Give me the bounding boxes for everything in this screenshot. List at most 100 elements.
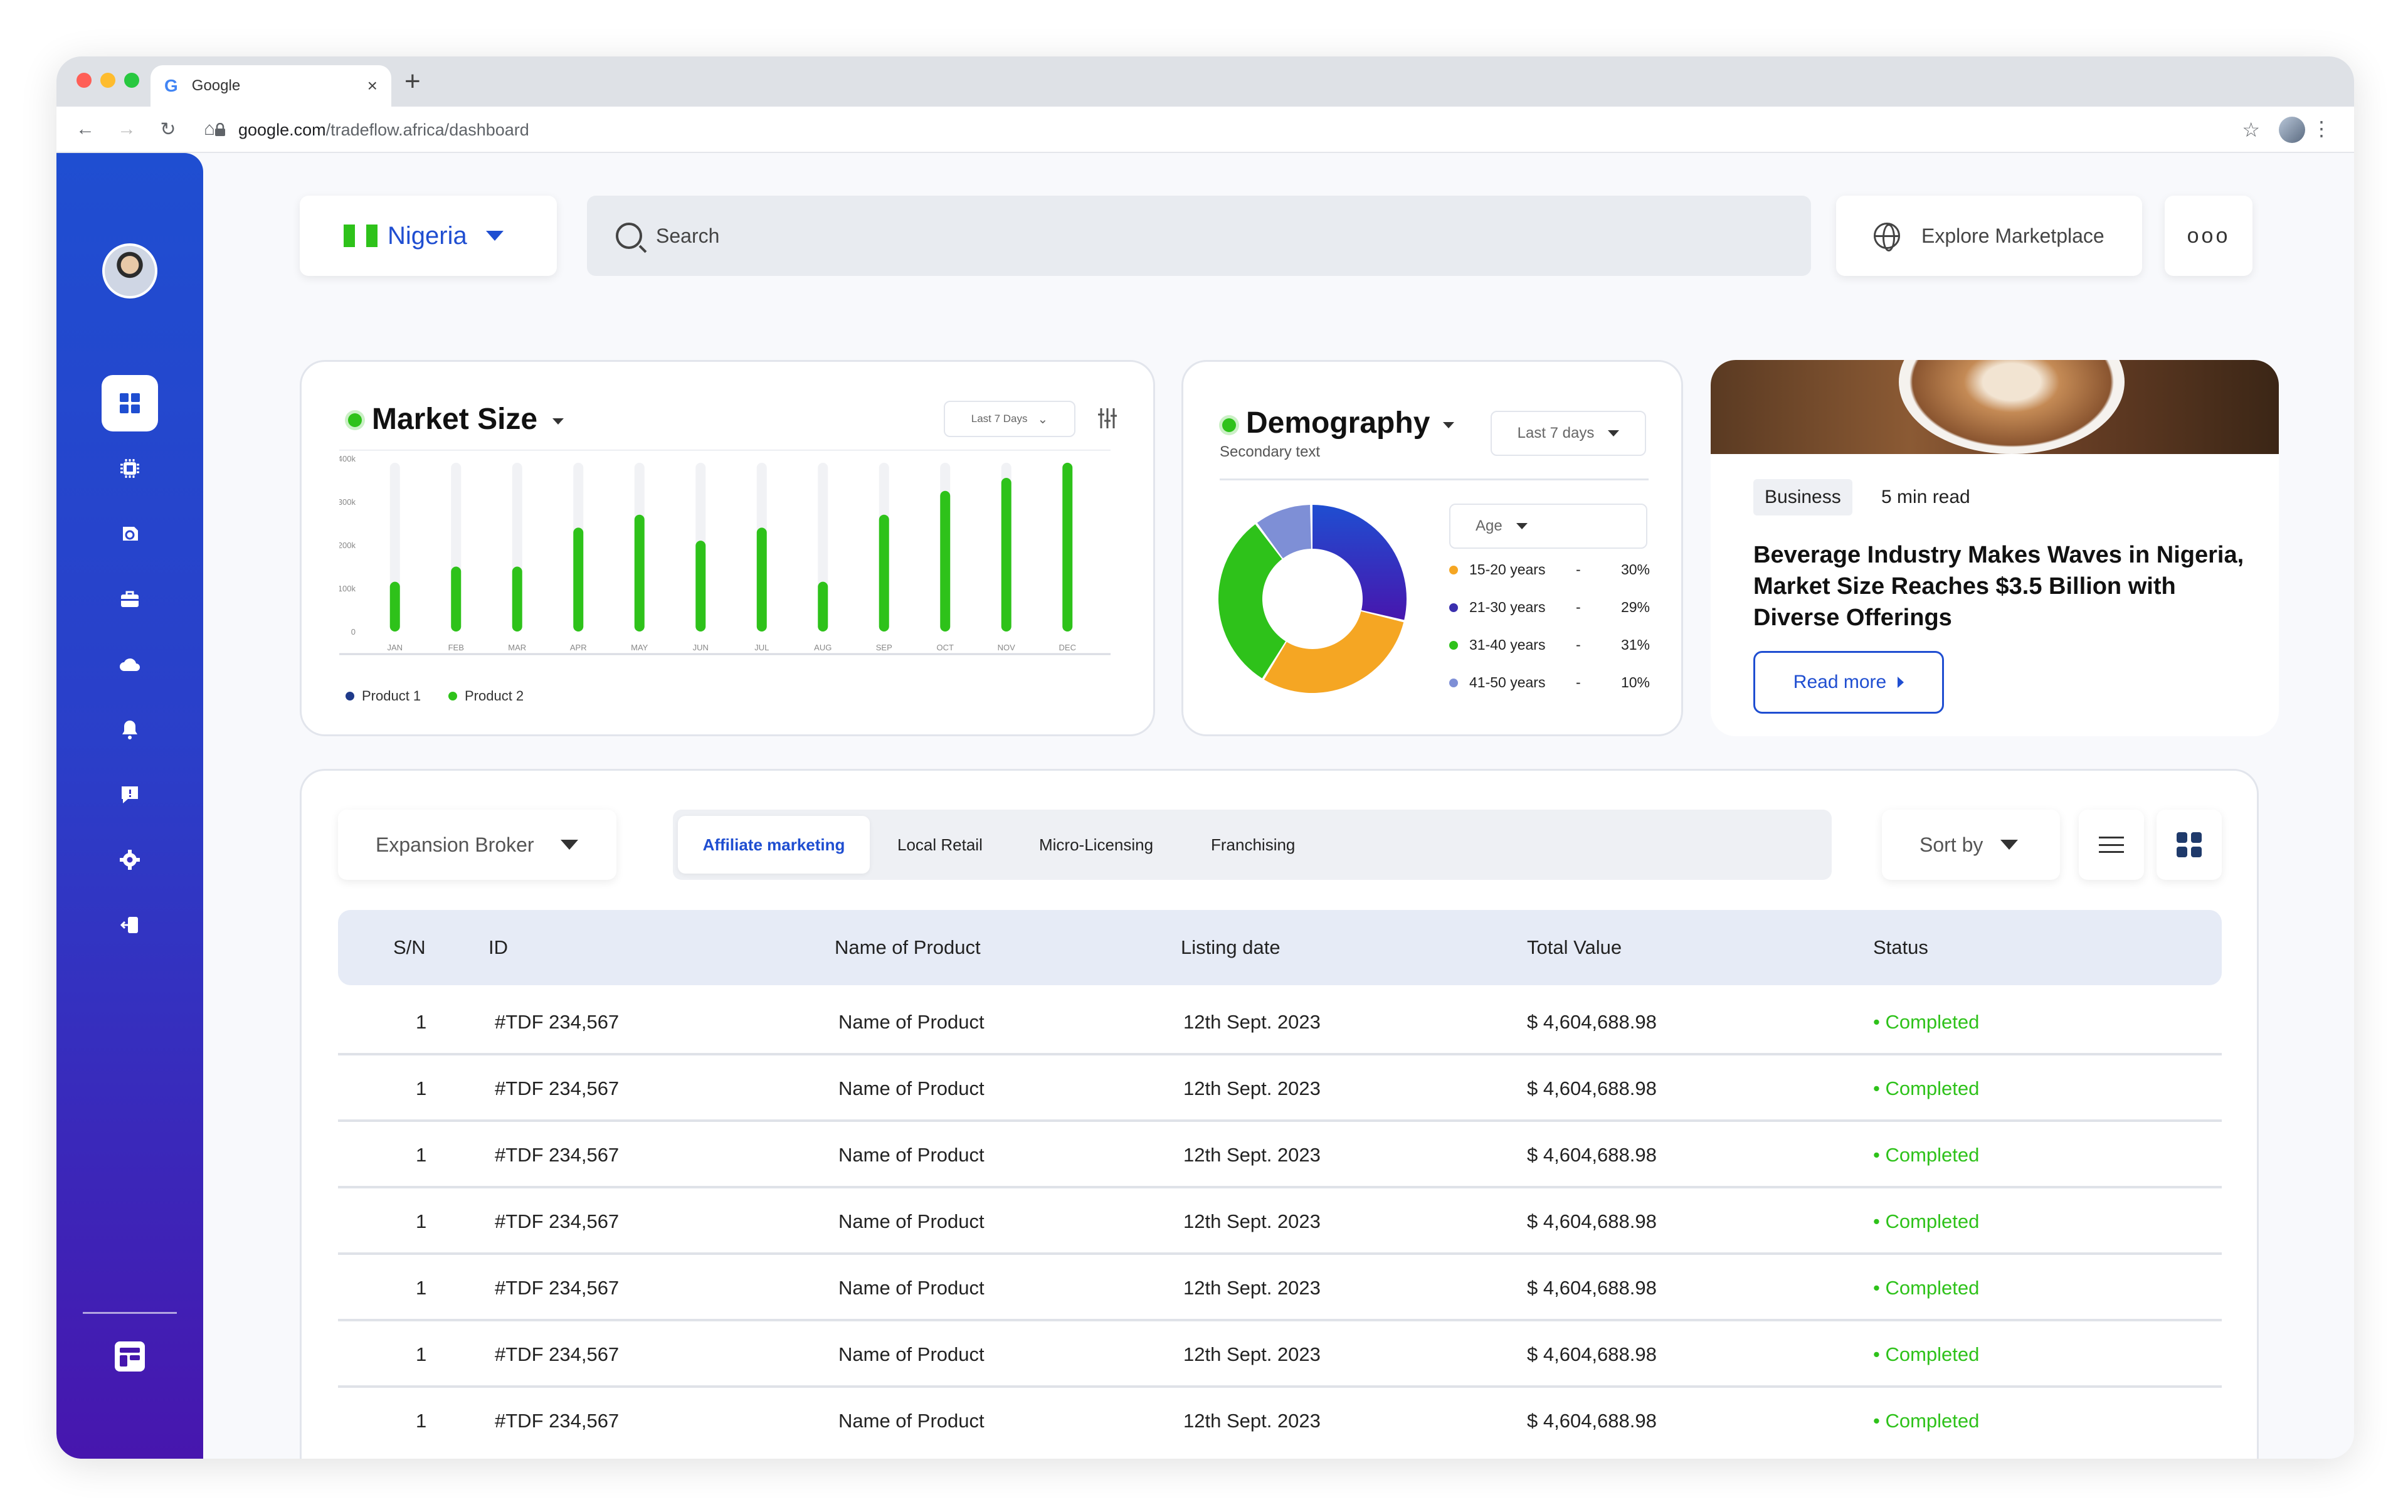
bell-icon[interactable] [114, 714, 145, 745]
bar-product-2 [695, 541, 706, 632]
explore-marketplace-label: Explore Marketplace [1921, 224, 2104, 247]
cell-sn: 1 [416, 1144, 427, 1166]
table-row[interactable]: 1 #TDF 234,567 Name of Product 12th Sept. 2… [338, 989, 2222, 1055]
bar-product-2 [756, 527, 767, 632]
settings-icon[interactable] [114, 844, 145, 875]
main-content: Nigeria Search Explore Marketplace ooo M… [203, 153, 2354, 1459]
logout-icon[interactable] [114, 909, 145, 941]
store-icon[interactable] [112, 1338, 148, 1375]
expansion-broker-select[interactable]: Expansion Broker [338, 810, 616, 880]
legend-dash: - [1576, 637, 1581, 653]
x-tick-label: JAN [387, 643, 403, 652]
demography-donut-chart [1218, 505, 1407, 693]
address-bar[interactable]: google.com/tradeflow.africa/dashboard [213, 107, 2324, 153]
legend-label: Product 1 [362, 688, 421, 704]
legend-percent: 31% [1620, 637, 1650, 653]
cell-id: #TDF 234,567 [495, 1410, 620, 1432]
tab-franchising[interactable]: Franchising [1211, 835, 1296, 854]
cell-name: Name of Product [838, 1144, 985, 1166]
divider [1220, 478, 1649, 480]
forward-icon[interactable]: → [117, 119, 136, 139]
search-input[interactable]: Search [656, 224, 720, 247]
briefcase-icon[interactable] [114, 583, 145, 615]
cell-status: • Completed [1873, 1011, 1980, 1033]
cell-status: • Completed [1873, 1077, 1980, 1099]
table-row[interactable]: 1 #TDF 234,567 Name of Product 12th Sept. 2… [338, 1122, 2222, 1188]
more-options-button[interactable]: ooo [2165, 196, 2252, 276]
grid-view-button[interactable] [2157, 810, 2222, 880]
close-window-button[interactable] [77, 73, 92, 88]
chevron-down-icon [560, 840, 578, 850]
tab-local-retail[interactable]: Local Retail [897, 835, 983, 854]
y-tick-label: 100k [339, 584, 356, 593]
grid-icon [2177, 832, 2202, 857]
user-avatar[interactable] [102, 243, 157, 299]
cell-status: • Completed [1873, 1343, 1980, 1365]
reload-icon[interactable]: ↻ [160, 119, 176, 140]
legend-product-1: Product 1 [346, 688, 421, 704]
cell-id: #TDF 234,567 [495, 1343, 620, 1365]
legend-dash: - [1576, 674, 1581, 690]
google-icon: G [164, 76, 178, 95]
y-tick-label: 300k [339, 497, 356, 507]
cloud-icon[interactable] [114, 648, 145, 680]
cell-date: 12th Sept. 2023 [1183, 1343, 1321, 1365]
bar-product-2 [451, 566, 462, 632]
market-period-select[interactable]: Last 7 Days ⌄ [944, 401, 1075, 437]
explore-marketplace-button[interactable]: Explore Marketplace [1836, 196, 2142, 276]
chip-icon[interactable] [114, 453, 145, 484]
news-headline: Beverage Industry Makes Waves in Nigeria… [1753, 542, 2244, 631]
globe-icon [1874, 223, 1900, 251]
legend-dot [1449, 603, 1458, 612]
copyright-icon[interactable] [114, 518, 145, 549]
tab-micro-licensing[interactable]: Micro-Licensing [1039, 835, 1154, 854]
table-row[interactable]: 1 #TDF 234,567 Name of Product 12th Sept. 2… [338, 1321, 2222, 1388]
list-icon [2099, 837, 2124, 853]
browser-profile-avatar[interactable] [2279, 117, 2305, 143]
bar-product-2 [389, 581, 400, 632]
market-size-chart: 0 100k 200k 300k 400k JAN FEB MAR APR MAY JUN JUL AU… [339, 450, 1111, 655]
table-row[interactable]: 1 #TDF 234,567 Name of Product 12th Sept. 2… [338, 1255, 2222, 1321]
browser-tab[interactable]: G Google × [150, 65, 391, 107]
minimize-window-button[interactable] [100, 73, 115, 88]
bar-product-2 [879, 514, 889, 632]
x-tick-label: MAR [508, 643, 526, 652]
home-icon[interactable]: ⌂ [203, 119, 216, 139]
chat-icon[interactable] [114, 779, 145, 810]
bookmark-star-icon[interactable]: ☆ [2242, 119, 2260, 141]
dashboard-icon[interactable] [102, 375, 158, 431]
demography-card: Demography Secondary text Last 7 days Ag… [1181, 360, 1683, 736]
read-more-button[interactable]: Read more [1753, 651, 1944, 714]
table-header: S/N ID Name of Product Listing date Tota… [338, 910, 2222, 985]
expansion-broker-label: Expansion Broker [376, 833, 534, 856]
sort-by-select[interactable]: Sort by [1882, 810, 2060, 880]
market-size-title: Market Size [372, 403, 538, 436]
search-bar[interactable]: Search [587, 196, 1811, 276]
cell-date: 12th Sept. 2023 [1183, 1210, 1321, 1232]
tab-close-icon[interactable]: × [367, 76, 378, 95]
table-row[interactable]: 1 #TDF 234,567 Name of Product 12th Sept. 2… [338, 1055, 2222, 1122]
age-filter-select[interactable]: Age [1449, 504, 1647, 549]
url-host: google.com [238, 120, 326, 139]
filter-sliders-icon[interactable] [1098, 407, 1117, 430]
table-row[interactable]: 1 #TDF 234,567 Name of Product 12th Sept. 2… [338, 1188, 2222, 1255]
title-dropdown-icon[interactable] [552, 418, 564, 425]
list-view-button[interactable] [2079, 810, 2144, 880]
bar-product-2 [940, 490, 951, 632]
demography-period-select[interactable]: Last 7 days [1491, 411, 1646, 456]
maximize-window-button[interactable] [124, 73, 139, 88]
title-dropdown-icon[interactable] [1443, 422, 1454, 428]
y-tick-label: 0 [351, 627, 356, 637]
cell-sn: 1 [416, 1077, 427, 1099]
back-icon[interactable]: ← [76, 119, 95, 139]
x-tick-label: FEB [448, 643, 464, 652]
tab-affiliate-marketing[interactable]: Affiliate marketing [678, 816, 870, 874]
browser-menu-icon[interactable]: ⋮ [2311, 117, 2331, 140]
table-row[interactable]: 1 #TDF 234,567 Name of Product 12th Sept. 2… [338, 1388, 2222, 1454]
cell-value: $ 4,604,688.98 [1527, 1210, 1657, 1232]
column-header-status: Status [1873, 936, 1928, 958]
new-tab-button[interactable]: + [404, 66, 421, 97]
legend-label: Product 2 [465, 688, 524, 704]
country-selector[interactable]: Nigeria [300, 196, 557, 276]
cell-id: #TDF 234,567 [495, 1144, 620, 1166]
